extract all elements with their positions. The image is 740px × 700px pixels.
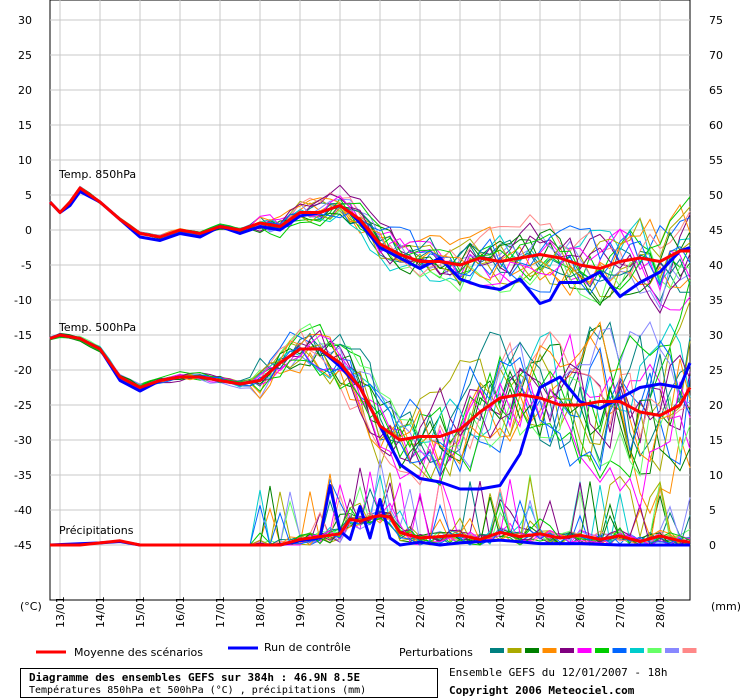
right-tick-label: 70 — [709, 49, 723, 62]
left-axis-unit: (°C) — [20, 600, 42, 613]
mean-precip-line — [50, 514, 691, 547]
x-tick-label: 18/01 — [254, 596, 267, 628]
perturbation-swatch — [612, 648, 627, 653]
x-axis-ticks: 13/01 14/01 15/01 16/01 17/01 18/01 19/01 20/01… — [54, 596, 667, 628]
perturbation-swatch — [595, 648, 609, 653]
perturbation-line — [49, 279, 691, 486]
section-label: Temp. 850hPa — [58, 168, 136, 181]
section-label: Précipitations — [59, 524, 134, 537]
x-tick-label: 20/01 — [334, 596, 347, 628]
control-850-line — [48, 190, 691, 305]
perturbation-swatch — [682, 648, 697, 653]
perturbation-swatch — [560, 648, 574, 653]
x-tick-label: 14/01 — [94, 596, 107, 628]
left-tick-label: -10 — [14, 294, 32, 307]
x-tick-label: 26/01 — [574, 596, 587, 628]
left-tick-label: -25 — [14, 399, 32, 412]
right-tick-label: 60 — [709, 119, 723, 132]
legend-mean-label: Moyenne des scénarios — [74, 646, 203, 659]
perturbation-swatch — [647, 648, 662, 653]
left-axis-ticks: 30 25 20 15 10 5 0 -5 -10 -15 -20 -25 -30 -35 -40 -45 — [14, 14, 32, 552]
perturbation-swatch — [525, 648, 539, 653]
run-info: Ensemble GEFS du 12/01/2007 - 18h — [449, 666, 668, 679]
perturbation-swatch — [630, 648, 644, 653]
main-series — [48, 186, 692, 547]
mean-850-line — [48, 186, 690, 270]
right-tick-label: 10 — [709, 469, 723, 482]
left-tick-label: 15 — [18, 119, 32, 132]
perturbation-line — [49, 185, 691, 304]
left-tick-label: -45 — [14, 539, 32, 552]
right-tick-label: 15 — [709, 434, 723, 447]
left-tick-label: 25 — [18, 49, 32, 62]
left-tick-label: -5 — [21, 259, 32, 272]
x-tick-label: 17/01 — [214, 596, 227, 628]
legend: Moyenne des scénarios Run de contrôle Pe… — [36, 641, 697, 659]
right-tick-label: 50 — [709, 189, 723, 202]
right-tick-label: 55 — [709, 154, 723, 167]
x-tick-label: 22/01 — [414, 596, 427, 628]
section-label: Temp. 500hPa — [58, 321, 136, 334]
perturbation-swatch — [542, 648, 557, 653]
info-box: Diagramme des ensembles GEFS sur 384h : … — [20, 668, 438, 698]
legend-control-label: Run de contrôle — [264, 641, 351, 654]
left-tick-label: -35 — [14, 469, 32, 482]
perturbation-line — [49, 333, 691, 463]
right-tick-label: 0 — [709, 539, 716, 552]
section-labels: Temp. 850hPa Temp. 500hPa Précipitations — [58, 168, 136, 537]
x-tick-label: 28/01 — [654, 596, 667, 628]
x-tick-label: 23/01 — [454, 596, 467, 628]
perturbation-line — [49, 334, 691, 510]
left-tick-label: 0 — [25, 224, 32, 237]
x-tick-label: 15/01 — [134, 596, 147, 628]
x-tick-label: 24/01 — [494, 596, 507, 628]
mean-500-line — [49, 333, 692, 442]
left-tick-label: 30 — [18, 14, 32, 27]
perturbation-swatch — [490, 648, 504, 653]
x-tick-label: 21/01 — [374, 596, 387, 628]
chart-title: Diagramme des ensembles GEFS sur 384h : … — [29, 671, 361, 684]
copyright: Copyright 2006 Meteociel.com — [449, 684, 635, 697]
perturbation-line — [49, 187, 691, 304]
left-tick-label: 5 — [25, 189, 32, 202]
right-axis-unit: (mm) — [711, 600, 740, 613]
chart-subtitle: Températures 850hPa et 500hPa (°C) , pré… — [29, 685, 367, 696]
perturbation-swatch — [507, 648, 522, 653]
right-tick-label: 45 — [709, 224, 723, 237]
left-tick-label: 10 — [18, 154, 32, 167]
right-tick-label: 5 — [709, 504, 716, 517]
x-tick-label: 19/01 — [294, 596, 307, 628]
x-tick-label: 25/01 — [534, 596, 547, 628]
perturbation-line — [49, 185, 691, 310]
right-tick-label: 75 — [709, 14, 723, 27]
x-tick-label: 13/01 — [54, 596, 67, 628]
left-tick-label: 20 — [18, 84, 32, 97]
legend-perturbation-swatches — [490, 648, 697, 653]
left-tick-label: -40 — [14, 504, 32, 517]
x-tick-label: 27/01 — [614, 596, 627, 628]
right-tick-label: 35 — [709, 294, 723, 307]
perturbation-swatch — [577, 648, 592, 653]
left-tick-label: -30 — [14, 434, 32, 447]
left-tick-label: -15 — [14, 329, 32, 342]
right-tick-label: 20 — [709, 399, 723, 412]
left-tick-label: -20 — [14, 364, 32, 377]
right-tick-label: 40 — [709, 259, 723, 272]
x-tick-label: 16/01 — [174, 596, 187, 628]
right-tick-label: 25 — [709, 364, 723, 377]
right-tick-label: 30 — [709, 329, 723, 342]
perturbation-swatch — [665, 648, 679, 653]
right-tick-label: 65 — [709, 84, 723, 97]
legend-perturbations-label: Perturbations — [399, 646, 473, 659]
